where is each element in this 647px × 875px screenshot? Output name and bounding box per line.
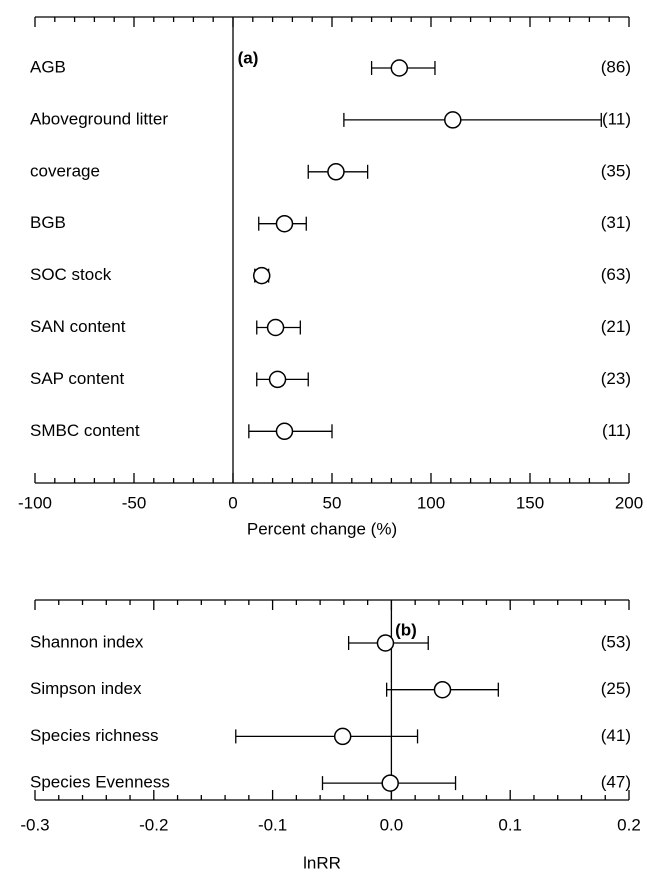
point (327, 163, 345, 181)
x-tick-label: -0.2 (139, 815, 168, 834)
category-label: Species richness (30, 726, 159, 745)
x-axis-label: lnRR (303, 853, 341, 872)
panel-label: (b) (395, 620, 417, 639)
x-tick-label: 150 (516, 493, 544, 512)
point (376, 634, 395, 652)
point (444, 111, 462, 129)
count-label: (63) (601, 265, 631, 284)
x-tick-label: 200 (615, 493, 643, 512)
point (275, 214, 294, 233)
panel-label: (a) (238, 48, 259, 67)
category-label: SMBC content (30, 421, 140, 440)
x-tick-label: -0.1 (258, 815, 287, 834)
x-tick-label: 50 (323, 493, 342, 512)
x-tick-label: -100 (18, 493, 52, 512)
count-label: (86) (601, 57, 631, 76)
category-label: Species Evenness (30, 773, 170, 792)
point (266, 318, 285, 337)
count-label: (25) (601, 679, 631, 698)
x-tick-label: 100 (417, 493, 445, 512)
category-label: SAP content (30, 369, 124, 388)
point (433, 680, 452, 699)
category-label: Aboveground litter (30, 109, 168, 128)
category-label: SAN content (30, 317, 126, 336)
point (381, 774, 399, 792)
count-label: (11) (602, 421, 631, 440)
count-label: (23) (601, 369, 631, 388)
category-label: SOC stock (30, 265, 112, 284)
category-label: Shannon index (30, 632, 144, 651)
count-label: (41) (601, 726, 631, 745)
category-label: Simpson index (30, 679, 142, 698)
count-label: (47) (601, 773, 631, 792)
count-label: (35) (601, 161, 631, 180)
x-tick-label: 0 (228, 493, 237, 512)
x-tick-label: -50 (122, 493, 147, 512)
x-axis-label: Percent change (%) (247, 519, 397, 538)
count-label: (53) (601, 632, 631, 651)
count-label: (31) (601, 213, 631, 232)
category-label: BGB (30, 213, 66, 232)
category-label: AGB (30, 57, 66, 76)
x-tick-label: 0.0 (380, 815, 404, 834)
category-label: coverage (30, 161, 100, 180)
point (333, 727, 352, 746)
x-tick-label: 0.1 (498, 815, 522, 834)
point (275, 422, 294, 441)
x-tick-label: 0.2 (617, 815, 641, 834)
x-tick-label: -0.3 (20, 815, 49, 834)
point (390, 59, 409, 77)
point (252, 266, 271, 285)
count-label: (11) (602, 109, 631, 128)
count-label: (21) (601, 317, 631, 336)
point (268, 370, 287, 389)
